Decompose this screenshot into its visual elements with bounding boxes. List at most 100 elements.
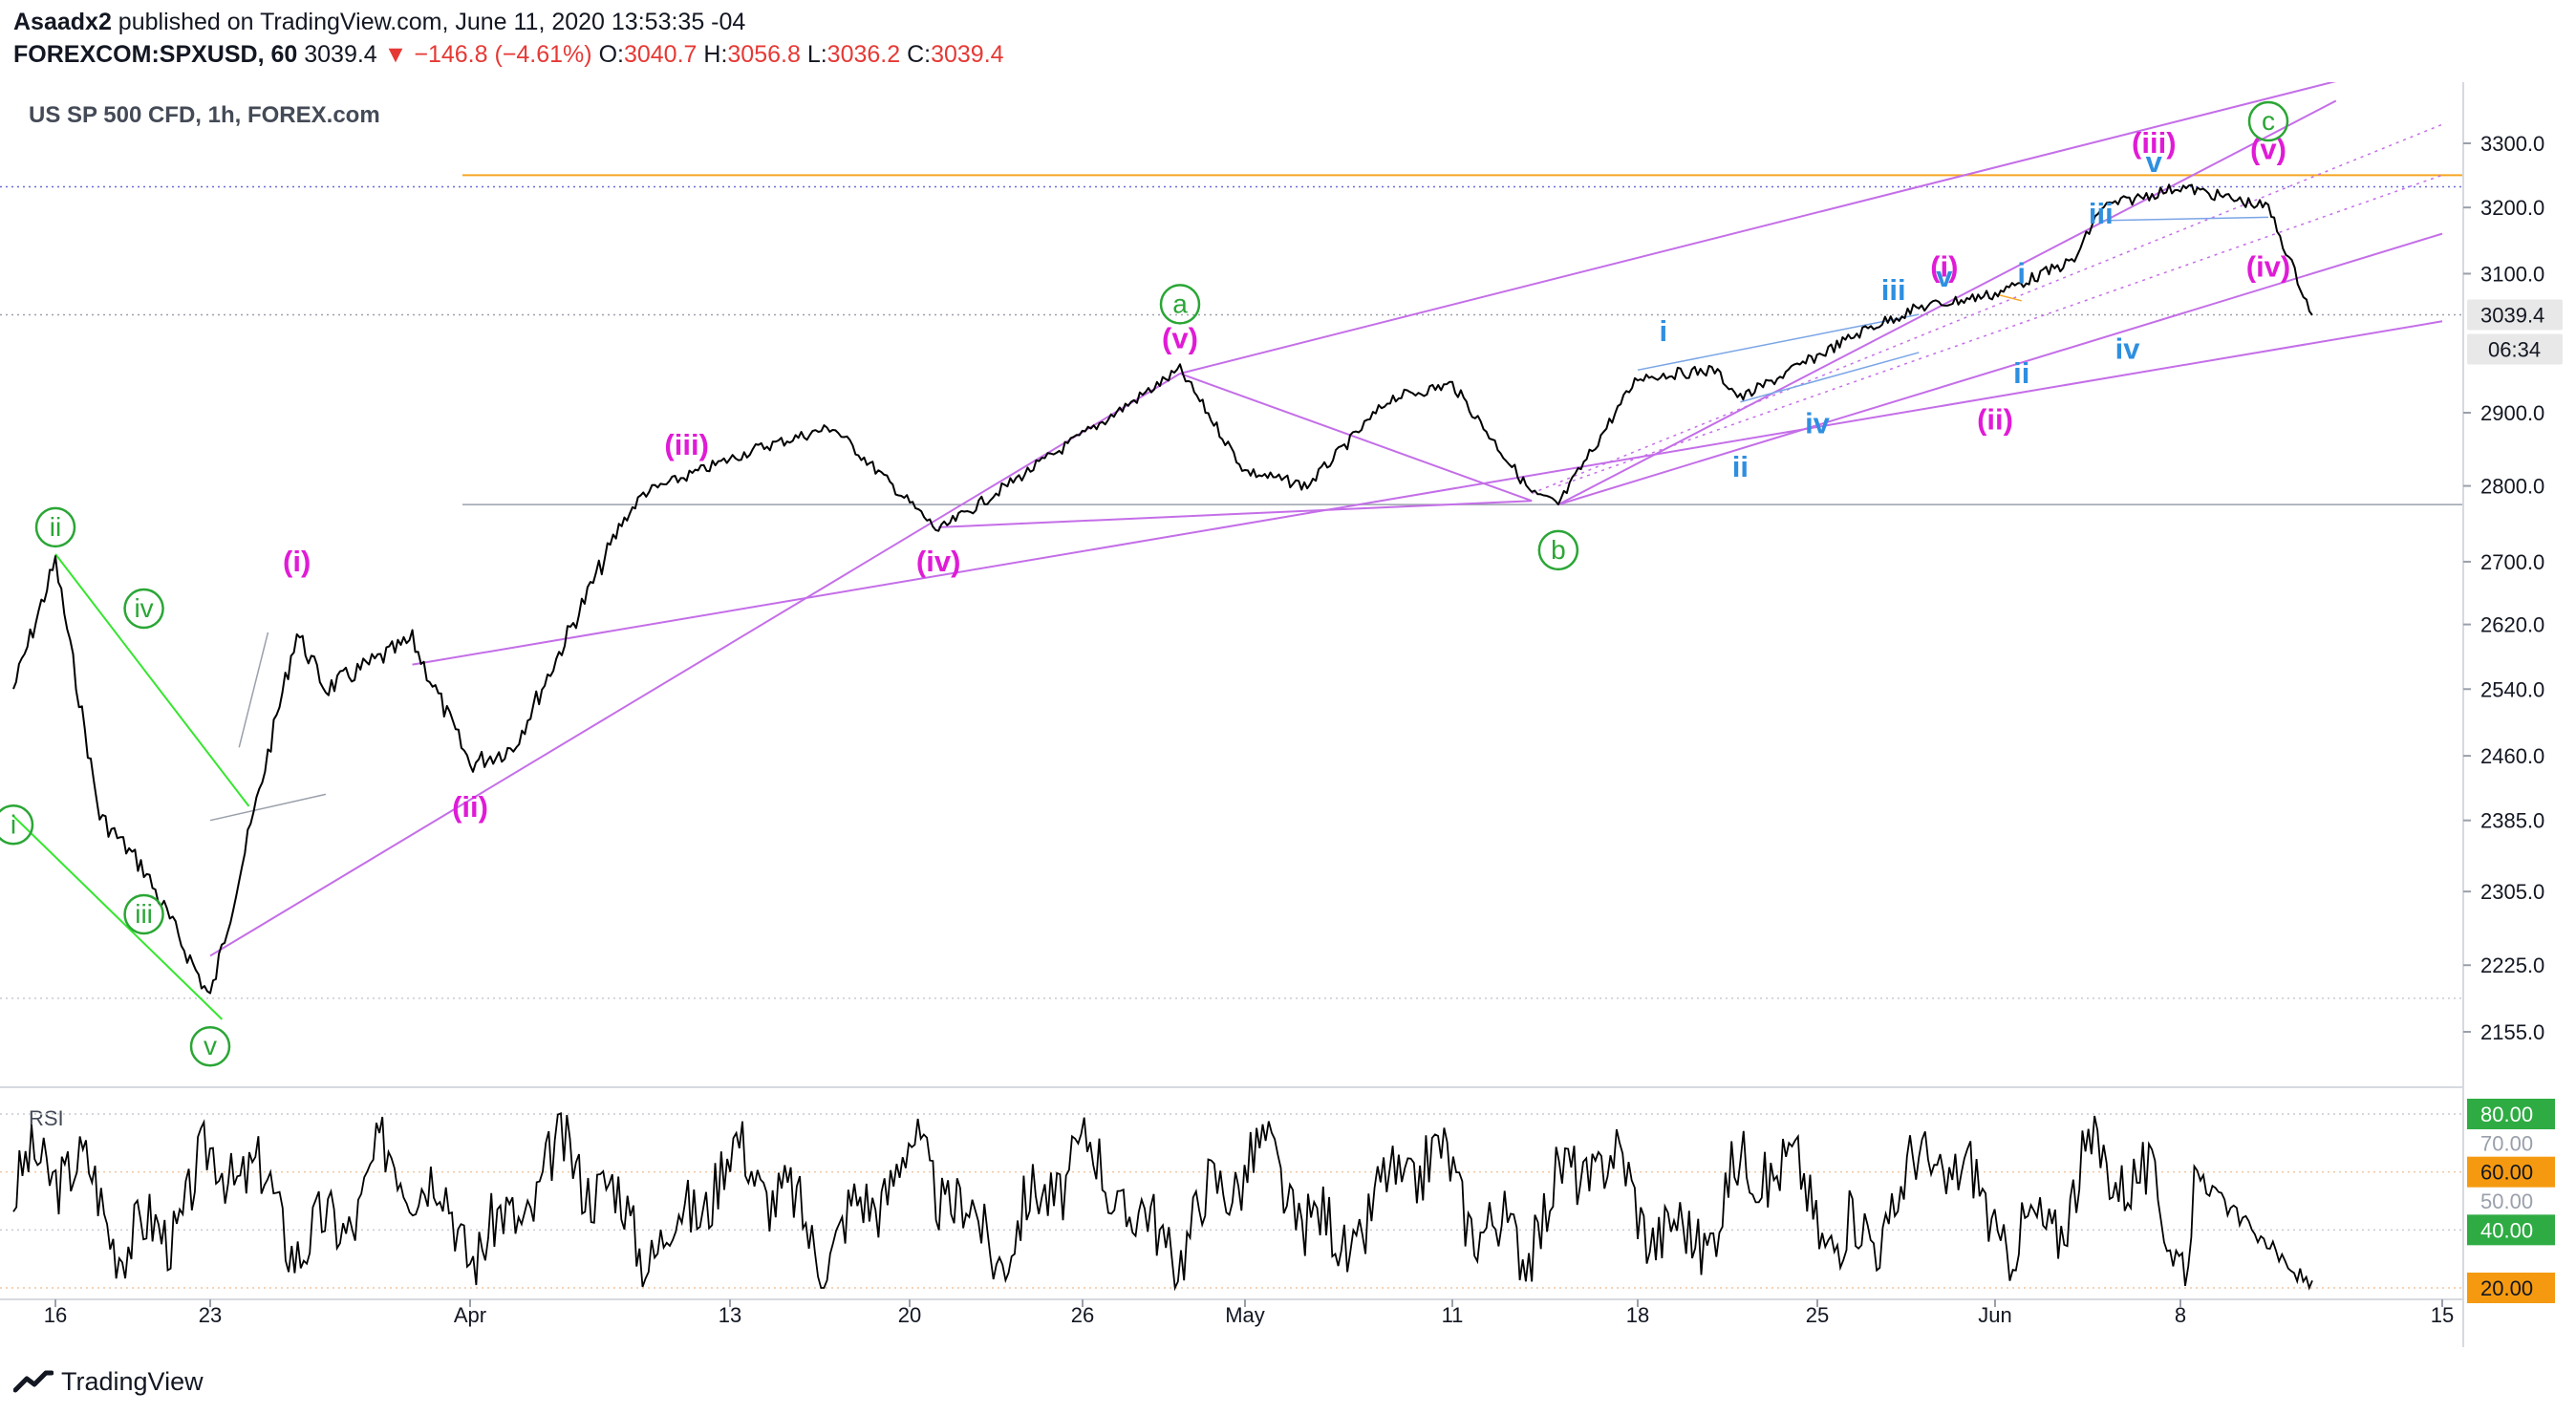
chart-header: Asaadx2 published on TradingView.com, Ju… <box>13 6 2555 73</box>
wave-circle <box>189 1025 231 1067</box>
chart-canvas[interactable]: 3300.03200.03100.02900.02800.02700.02620… <box>0 82 2576 1347</box>
low-label: L: <box>806 41 827 68</box>
rsi-tick-label: 40.00 <box>2480 1218 2533 1242</box>
time-tick-label: 23 <box>199 1303 222 1327</box>
time-tick-label: 20 <box>898 1303 921 1327</box>
price-tick-label: 2700.0 <box>2480 550 2544 574</box>
price-tick-label: 2155.0 <box>2480 1020 2544 1044</box>
low-value: 3036.2 <box>826 41 901 68</box>
channel-lower-a <box>209 373 1181 957</box>
tradingview-brand[interactable]: TradingView <box>61 1366 204 1396</box>
author[interactable]: Asaadx2 <box>13 9 112 35</box>
down-arrow-icon: ▼ <box>383 41 408 68</box>
wave-label: (iv) <box>2246 249 2291 283</box>
price-tick-label: 2540.0 <box>2480 677 2544 701</box>
wave-label: (iii) <box>664 428 709 461</box>
rsi-level-badge <box>2467 1273 2555 1303</box>
wave-label: iii <box>1881 273 1906 307</box>
rsi-level-badge <box>2467 1156 2555 1188</box>
open-label: O: <box>598 41 624 68</box>
time-tick-label: 16 <box>44 1303 67 1327</box>
symbol[interactable]: FOREXCOM:SPXUSD, 60 <box>13 41 298 68</box>
wave-label: c <box>2262 106 2275 136</box>
high-label: H: <box>703 41 728 68</box>
trend-grey-1 <box>209 793 327 822</box>
time-tick-label: Jun <box>1978 1303 2011 1327</box>
wave-circle <box>0 804 34 846</box>
time-tick-label: May <box>1225 1303 1265 1327</box>
wave-label: (i) <box>283 545 311 578</box>
wave-label: v <box>204 1031 217 1060</box>
tradingview-logo-icon[interactable] <box>13 1367 54 1396</box>
price-tick-label: 2385.0 <box>2480 809 2544 833</box>
price-tick-label: 2460.0 <box>2480 744 2544 768</box>
wave-label: iv <box>1805 406 1831 439</box>
wave-label: iii <box>2089 197 2114 230</box>
time-tick-label: 13 <box>719 1303 741 1327</box>
wave-label: a <box>1172 289 1188 318</box>
price-tick-label: 3100.0 <box>2480 262 2544 286</box>
wave-label: ii <box>2013 356 2029 390</box>
wave-label: (ii) <box>1977 403 2013 437</box>
rsi-level-badge <box>2467 1214 2555 1246</box>
channel-lower-c <box>1557 232 2443 506</box>
wave-label: v <box>2146 145 2163 179</box>
wave-label: (ii) <box>452 790 488 824</box>
wave-circle <box>123 893 164 935</box>
high-value: 3056.8 <box>727 41 801 68</box>
close-value: 3039.4 <box>931 41 1004 68</box>
wedge-blue-top <box>2100 216 2269 222</box>
open-value: 3040.7 <box>623 41 698 68</box>
last-price: 3039.4 <box>304 41 377 68</box>
wedge-blue-lower <box>1740 352 1920 403</box>
publish-line: Asaadx2 published on TradingView.com, Ju… <box>13 6 2555 38</box>
wave-label: iv <box>2115 332 2141 365</box>
wave-circle <box>1159 284 1201 325</box>
countdown-badge <box>2467 333 2563 365</box>
wave-label: (iii) <box>2132 126 2177 160</box>
wave-circle <box>123 588 164 630</box>
wave-label: iv <box>134 593 153 623</box>
wave-label: i <box>1660 314 1668 348</box>
price-tick-label: 2620.0 <box>2480 613 2544 637</box>
rsi-tick-label: 50.00 <box>2480 1189 2533 1213</box>
rsi-title: RSI <box>29 1106 64 1130</box>
time-tick-label: 15 <box>2431 1303 2454 1327</box>
price-tick-label: 3200.0 <box>2480 196 2544 220</box>
channel-dotted-2 <box>1557 174 2443 487</box>
channel-upper-a <box>1179 82 2336 375</box>
price-series-line <box>12 183 2313 995</box>
last-price-badge <box>2467 299 2563 331</box>
channel-upper-c <box>1557 99 2337 506</box>
time-tick-label: 25 <box>1806 1303 1829 1327</box>
wave-circle <box>1537 529 1579 571</box>
time-tick-label: 26 <box>1071 1303 1094 1327</box>
wave-label: (v) <box>2250 133 2286 166</box>
price-tick-label: 2900.0 <box>2480 401 2544 425</box>
rsi-tick-label: 80.00 <box>2480 1103 2533 1126</box>
wave-label: ii <box>1732 450 1749 483</box>
time-tick-label: Apr <box>454 1303 486 1327</box>
price-tick-label: 3300.0 <box>2480 132 2544 156</box>
wave-label: ii <box>50 512 61 542</box>
rsi-tick-label: 70.00 <box>2480 1131 2533 1155</box>
time-tick-label: 11 <box>1442 1303 1464 1327</box>
wave-label: (iv) <box>916 545 961 578</box>
price-change: −146.8 (−4.61%) <box>414 41 592 68</box>
price-tick-label: 2225.0 <box>2480 953 2544 977</box>
trend-green-upper <box>54 553 250 807</box>
wave-circle <box>2247 100 2289 142</box>
chart-title: US SP 500 CFD, 1h, FOREX.com <box>29 102 380 128</box>
channel-mid-a <box>412 320 2443 666</box>
wedge-blue-upper <box>1637 313 1920 372</box>
wave-label: i <box>11 809 16 839</box>
countdown-label: 06:34 <box>2488 338 2541 362</box>
wave-label: (i) <box>1930 249 1958 283</box>
price-tick-label: 2800.0 <box>2480 475 2544 499</box>
price-tick-label: 2305.0 <box>2480 880 2544 904</box>
trend-green-lower <box>12 815 224 1020</box>
channel-a-b <box>1179 373 1533 503</box>
rsi-tick-label: 60.00 <box>2480 1161 2533 1185</box>
last-price-label: 3039.4 <box>2480 304 2544 328</box>
ohlc-line: FOREXCOM:SPXUSD, 60 3039.4 ▼ −146.8 (−4.… <box>13 38 2555 71</box>
